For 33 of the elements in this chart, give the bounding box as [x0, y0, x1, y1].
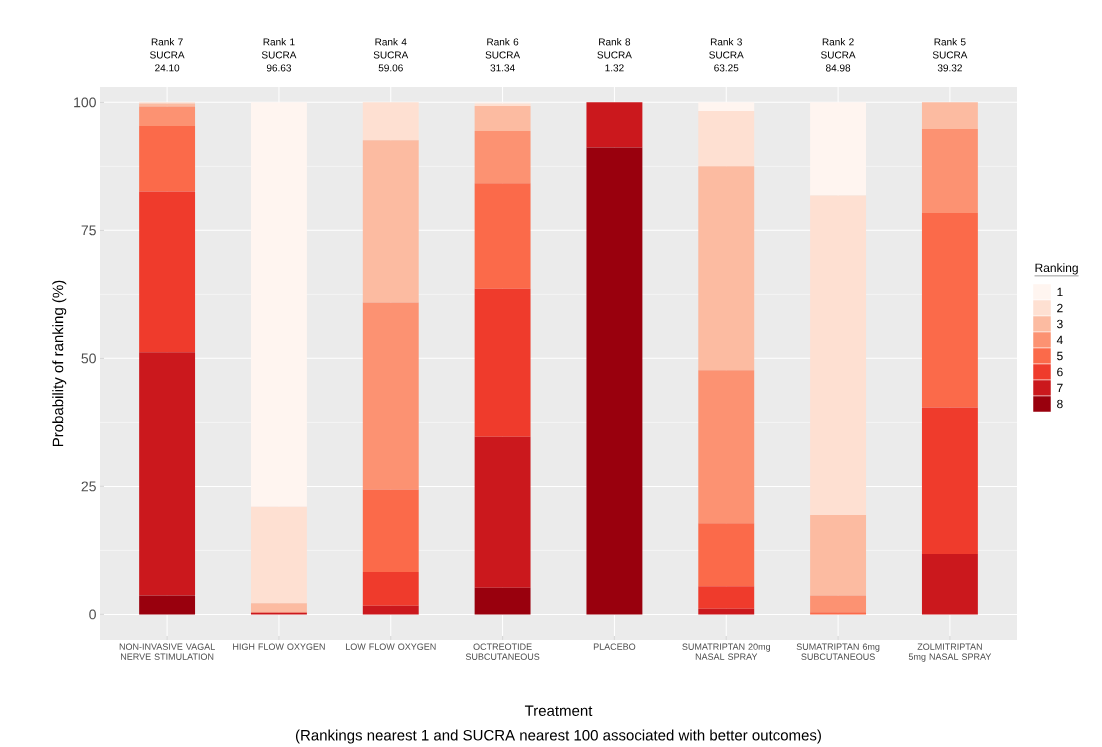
y-tick-label: 25	[81, 481, 96, 492]
text: (Rankings nearest 1 and SUCRA nearest 100 associated with better outcomes)	[295, 729, 821, 744]
text: Rank 3 SUCRA 63.25	[709, 38, 744, 72]
y-tick-label: 0	[89, 609, 96, 620]
y-axis-title: Probability of ranking (%)	[52, 280, 67, 447]
legend-label: 7	[1057, 383, 1063, 393]
legend-title: Ranking	[1035, 263, 1078, 275]
x-tick-label: ZOLMITRIPTAN 5mg NASAL SPRAY	[908, 643, 992, 662]
text: Rank 6 SUCRA 31.34	[485, 38, 521, 72]
x-tick-label: OCTREOTIDE SUBCUTANEOUS	[465, 643, 540, 660]
legend-label: 6	[1057, 367, 1063, 377]
x-tick-label: PLACEBO	[593, 643, 636, 650]
text: Rank 1 SUCRA 96.63	[261, 38, 297, 72]
text: Rank 7 SUCRA 24.10	[150, 38, 185, 72]
x-axis-title: Treatment	[524, 705, 593, 717]
x-tick-label: HIGH FLOW OXYGEN	[233, 643, 325, 650]
text: Rank 4 SUCRA 59.06	[373, 38, 409, 72]
y-tick-label: 50	[81, 353, 96, 364]
text: Rank 8 SUCRA 1.32	[597, 38, 632, 72]
text: Rank 2 SUCRA 84.98	[821, 38, 856, 72]
text: Rank 5 SUCRA 39.32	[932, 38, 968, 72]
legend-label: 2	[1057, 303, 1063, 313]
legend-label: 4	[1056, 335, 1063, 345]
x-tick-label: SUMATRIPTAN 6mg SUBCUTANEOUS	[796, 643, 880, 660]
legend-label: 1	[1057, 287, 1063, 297]
y-tick-label: 100	[74, 97, 96, 108]
legend-label: 8	[1057, 399, 1063, 409]
legend-label: 3	[1057, 319, 1063, 329]
x-tick-label: SUMATRIPTAN 20mg NASAL SPRAY	[682, 643, 770, 660]
x-tick-label: LOW FLOW OXYGEN	[346, 643, 436, 650]
y-tick-label: 75	[81, 225, 96, 236]
legend-label: 5	[1057, 351, 1063, 361]
x-tick-label: NON-INVASIVE VAGAL NERVE STIMULATION	[119, 643, 215, 660]
